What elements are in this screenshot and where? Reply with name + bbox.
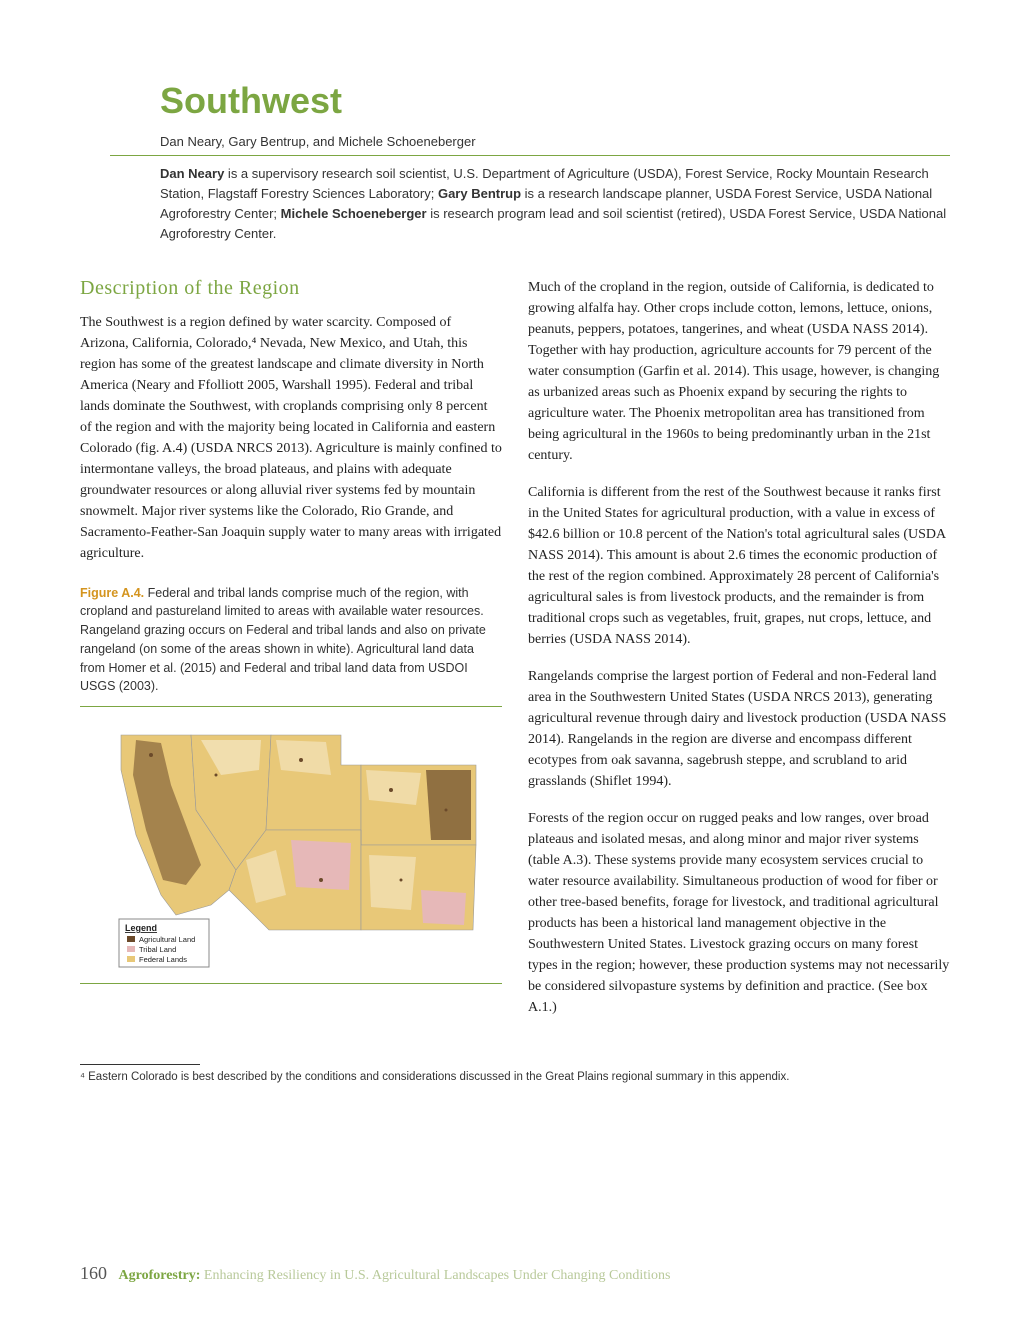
body-paragraph: The Southwest is a region defined by wat… bbox=[80, 312, 502, 564]
page-footer: 160 Agroforestry: Enhancing Resiliency i… bbox=[80, 1263, 950, 1284]
two-column-layout: Description of the Region The Southwest … bbox=[80, 277, 950, 1034]
page-number: 160 bbox=[80, 1263, 107, 1283]
figure-caption: Figure A.4. Federal and tribal lands com… bbox=[80, 584, 502, 697]
legend-label-tribal: Tribal Land bbox=[139, 945, 176, 954]
legend-title: Legend bbox=[125, 923, 157, 933]
left-column: Description of the Region The Southwest … bbox=[80, 277, 502, 1034]
footnote-rule bbox=[80, 1064, 200, 1065]
southwest-map-svg: Legend Agricultural Land Tribal Land Fed… bbox=[80, 715, 502, 975]
body-paragraph: Forests of the region occur on rugged pe… bbox=[528, 808, 950, 1018]
legend-swatch-federal bbox=[127, 956, 135, 962]
document-page: Southwest Dan Neary, Gary Bentrup, and M… bbox=[0, 0, 1020, 1133]
footer-title-light: Enhancing Resiliency in U.S. Agricultura… bbox=[200, 1268, 670, 1283]
footnote-text: ⁴ Eastern Colorado is best described by … bbox=[80, 1071, 950, 1083]
legend-label-federal: Federal Lands bbox=[139, 955, 187, 964]
page-title: Southwest bbox=[110, 80, 950, 122]
legend-swatch-agricultural bbox=[127, 936, 135, 942]
body-paragraph: Much of the cropland in the region, outs… bbox=[528, 277, 950, 466]
figure-label: Figure A.4. bbox=[80, 586, 144, 600]
body-paragraph: Rangelands comprise the largest portion … bbox=[528, 666, 950, 792]
author-list: Dan Neary, Gary Bentrup, and Michele Sch… bbox=[110, 134, 950, 156]
body-paragraph: California is different from the rest of… bbox=[528, 482, 950, 650]
figure-caption-text: Federal and tribal lands comprise much o… bbox=[80, 586, 486, 694]
footer-title-bold: Agroforestry: bbox=[119, 1268, 201, 1283]
author-bio: Dan Neary is a supervisory research soil… bbox=[110, 164, 950, 245]
legend-swatch-tribal bbox=[127, 946, 135, 952]
section-heading: Description of the Region bbox=[80, 277, 502, 300]
legend-label-agricultural: Agricultural Land bbox=[139, 935, 195, 944]
right-column: Much of the cropland in the region, outs… bbox=[528, 277, 950, 1034]
map-figure: Legend Agricultural Land Tribal Land Fed… bbox=[80, 706, 502, 984]
